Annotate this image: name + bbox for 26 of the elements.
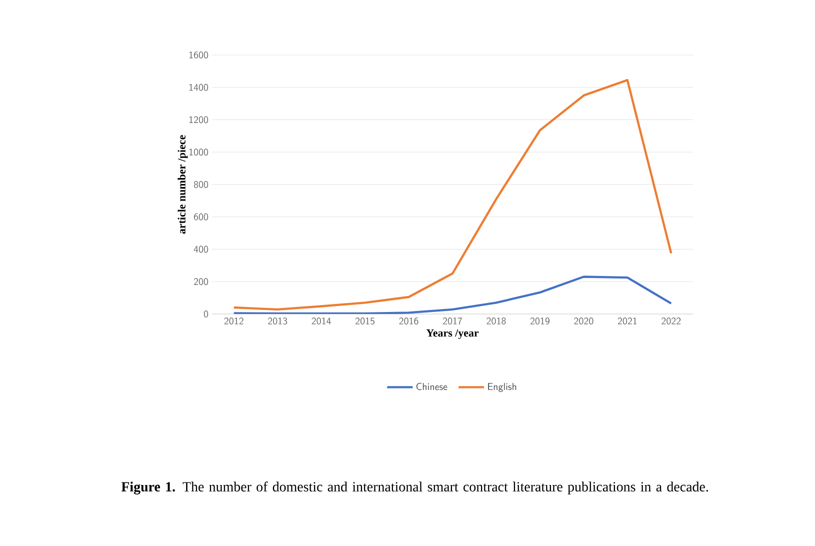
x-tick-label: 2012 [224,318,244,324]
y-tick-label: 1600 [189,51,208,58]
y-tick-label: 0 [204,310,208,318]
y-tick-label: 1200 [189,116,208,124]
y-tick-label: 1400 [189,84,208,91]
x-tick-label: 2022 [662,318,681,324]
line-series [232,78,672,311]
x-tick-label: 2020 [574,318,594,324]
y-tick-label: 800 [194,181,208,188]
x-tick-label: 2021 [618,318,637,324]
y-tick-label: 1000 [189,148,208,156]
legend-label: Chinese [416,382,448,390]
y-tick-label: 400 [194,246,208,253]
x-tick-label: 2017 [442,318,462,324]
x-tick-label: 2019 [530,318,550,324]
x-tick-label: 2015 [356,318,374,324]
y-tick-label: 600 [194,213,208,220]
y-tick-label: 200 [194,278,208,286]
x-tick-label: 2018 [486,318,506,324]
y-axis-title: article number /piece [178,135,188,234]
x-tick-label: 2016 [399,318,418,324]
text: Figure 1. The number of domestic and international smart contract literature publications in a decade. [121,482,708,494]
x-tick-label: 2013 [268,318,288,324]
x-tick-label: 2014 [312,318,331,324]
legend-label: English [488,382,516,392]
x-axis-title: Years /year [426,329,479,339]
